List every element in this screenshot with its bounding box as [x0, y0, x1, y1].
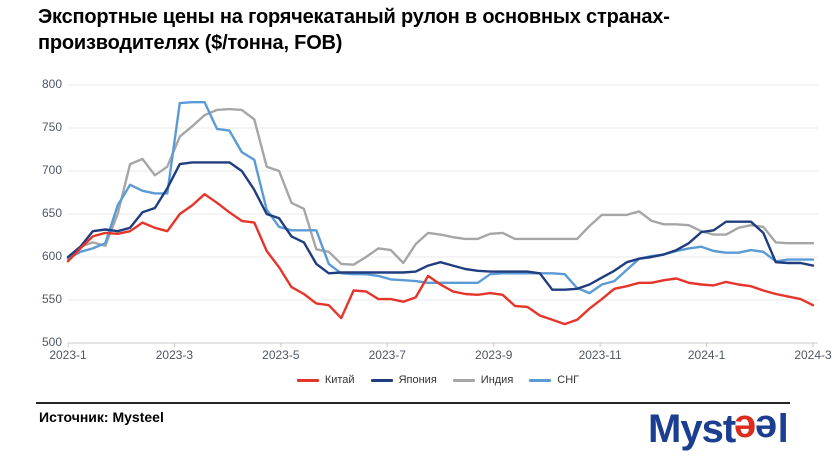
footer-divider	[36, 402, 790, 404]
legend-swatch-cis	[529, 378, 552, 382]
chart-title: Экспортные цены на горячекатаный рулон в…	[38, 4, 808, 56]
y-tick-label-650: 650	[41, 206, 62, 220]
y-tick-label-750: 750	[41, 120, 62, 134]
series-line-0	[66, 192, 815, 326]
series-line-2	[66, 107, 815, 266]
legend-label-china: Китай	[324, 374, 355, 386]
logo-letter-e-red: e	[735, 407, 757, 451]
series-line-1	[66, 161, 815, 291]
series-line-3	[66, 100, 815, 295]
legend-item-japan: Япония	[370, 374, 437, 386]
legend-label-india: Индия	[480, 374, 514, 386]
legend-item-india: Индия	[452, 374, 514, 386]
x-tick-label-2024-1: 2024-1	[687, 348, 726, 362]
legend-swatch-india	[452, 378, 475, 382]
legend: Китай Япония Индия СНГ	[63, 374, 813, 386]
x-tick-label-2023-1: 2023-1	[49, 348, 87, 362]
legend-item-china: Китай	[296, 374, 355, 386]
y-tick-label-700: 700	[41, 163, 62, 177]
legend-swatch-china	[296, 378, 319, 382]
x-tick-label-2023-5: 2023-5	[262, 348, 300, 362]
x-tick-label-2024-3: 2024-3	[794, 348, 832, 362]
legend-label-japan: Япония	[398, 374, 437, 386]
y-tick-label-800: 800	[41, 77, 62, 91]
x-tick-label-2023-3: 2023-3	[155, 348, 194, 362]
logo-text-myst: Myst	[648, 407, 736, 451]
chart-title-line-2: производителях ($/тонна, FOB)	[38, 32, 343, 54]
logo-letter-e-blue: e	[756, 407, 778, 451]
legend-item-cis: СНГ	[529, 374, 579, 386]
x-tick-label-2023-9: 2023-9	[475, 348, 513, 362]
x-tick-label-2023-11: 2023-11	[578, 348, 622, 362]
chart-plot	[66, 84, 818, 347]
y-tick-label-500: 500	[41, 335, 62, 349]
y-tick-label-600: 600	[41, 249, 62, 263]
y-tick-label-550: 550	[41, 292, 62, 306]
logo-text-l: l	[777, 407, 789, 451]
x-tick-label-2023-7: 2023-7	[368, 348, 406, 362]
mysteel-logo: Mysteel	[648, 405, 789, 453]
chart-title-line-1: Экспортные цены на горячекатаный рулон в…	[38, 6, 670, 28]
legend-swatch-japan	[370, 378, 393, 382]
legend-label-cis: СНГ	[557, 374, 580, 386]
source-note: Источник: Mysteel	[39, 409, 164, 425]
